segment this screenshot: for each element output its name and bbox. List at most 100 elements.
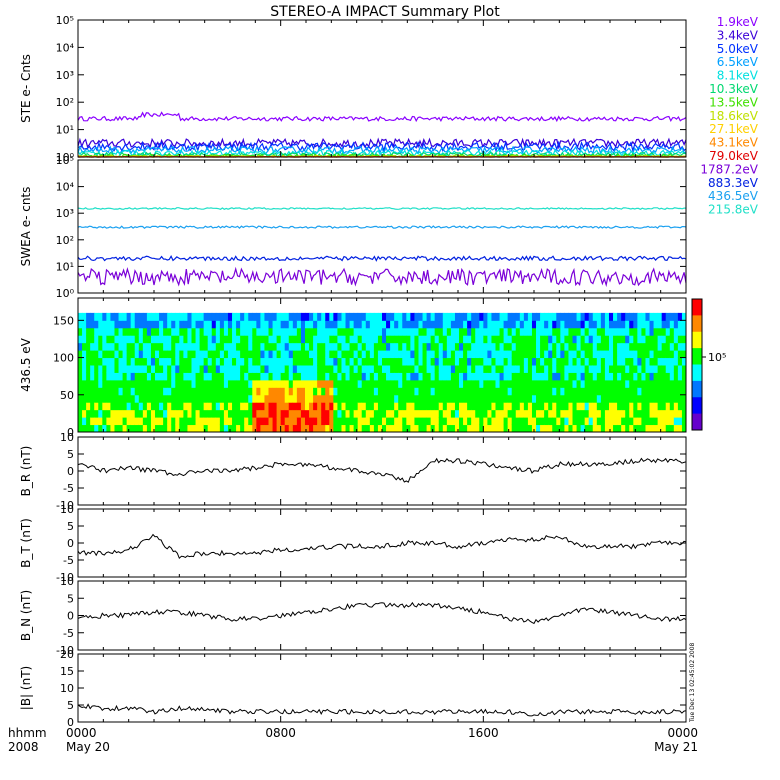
heatmap-cell <box>110 357 115 366</box>
heatmap-cell <box>527 335 533 344</box>
heatmap-cell <box>434 357 440 366</box>
heatmap-cell <box>369 320 375 329</box>
heatmap-cell <box>142 350 148 359</box>
heatmap-cell <box>171 394 176 403</box>
heatmap-cell <box>523 387 529 396</box>
heatmap-cell <box>665 372 671 381</box>
heatmap-cell <box>604 387 610 396</box>
heatmap-cell <box>531 424 537 433</box>
heatmap-cell <box>296 394 302 403</box>
heatmap-cell <box>552 350 557 359</box>
heatmap-cell <box>661 312 667 321</box>
heatmap-cell <box>661 335 667 344</box>
heatmap-cell <box>138 394 144 403</box>
heatmap-cell <box>223 342 229 351</box>
heatmap-cell <box>576 342 582 351</box>
heatmap-cell <box>90 327 95 336</box>
heatmap-cell <box>633 327 638 336</box>
heatmap-cell <box>232 320 237 329</box>
heatmap-cell <box>669 409 675 418</box>
heatmap-cell <box>629 387 634 396</box>
heatmap-cell <box>588 342 594 351</box>
time-tick-label: 0000 <box>66 726 97 740</box>
heatmap-cell <box>531 365 537 373</box>
heatmap-cell <box>487 350 492 359</box>
heatmap-cell <box>471 409 476 418</box>
heatmap-cell <box>114 424 120 433</box>
heatmap-cell <box>467 327 472 336</box>
heatmap-cell <box>211 312 217 321</box>
heatmap-cell <box>264 417 269 426</box>
heatmap-cell <box>90 424 95 433</box>
heatmap-cell <box>410 394 415 403</box>
heatmap-cell <box>398 335 403 344</box>
heatmap-cell <box>665 312 671 321</box>
heatmap-cell <box>146 327 152 336</box>
heatmap-cell <box>600 402 606 411</box>
heatmap-cell <box>572 342 578 351</box>
heatmap-cell <box>600 372 606 381</box>
heatmap-cell <box>357 342 363 351</box>
heatmap-cell <box>106 379 111 388</box>
heatmap-cell <box>333 424 338 433</box>
heatmap-cell <box>82 372 87 381</box>
heatmap-cell <box>446 402 452 411</box>
heatmap-cell <box>155 394 160 403</box>
heatmap-cell <box>199 394 205 403</box>
heatmap-cell <box>410 327 415 336</box>
heatmap-cell <box>438 335 444 344</box>
heatmap-cell <box>625 335 630 344</box>
heatmap-cell <box>240 424 245 433</box>
heatmap-cell <box>633 357 638 366</box>
heatmap-cell <box>637 424 642 433</box>
heatmap-cell <box>608 387 614 396</box>
heatmap-cell <box>309 387 314 396</box>
heatmap-cell <box>459 394 464 403</box>
heatmap-cell <box>398 365 403 373</box>
heatmap-cell <box>552 409 557 418</box>
heatmap-cell <box>495 387 501 396</box>
panel-frame-ste <box>77 19 687 158</box>
heatmap-cell <box>313 372 318 381</box>
heatmap-cell <box>296 372 302 381</box>
heatmap-cell <box>556 387 561 396</box>
heatmap-cell <box>369 372 375 381</box>
heatmap-cell <box>608 417 614 426</box>
heatmap-cell <box>483 424 488 433</box>
heatmap-cell <box>191 394 197 403</box>
heatmap-cell <box>426 402 432 411</box>
heatmap-cell <box>272 312 278 321</box>
heatmap-cell <box>621 312 626 321</box>
series-line-swea-0 <box>77 266 687 288</box>
heatmap-cell <box>625 379 630 388</box>
heatmap-cell <box>86 402 91 411</box>
heatmap-cell <box>471 365 476 373</box>
heatmap-cell <box>495 394 501 403</box>
heatmap-cell <box>114 350 120 359</box>
heatmap-cell <box>645 402 651 411</box>
heatmap-cell <box>179 357 184 366</box>
heatmap-cell <box>118 350 124 359</box>
heatmap-cell <box>677 320 683 329</box>
heatmap-cell <box>280 350 286 359</box>
heatmap-cell <box>179 312 184 321</box>
heatmap-cell <box>390 342 395 351</box>
heatmap-cell <box>227 402 233 411</box>
heatmap-cell <box>503 394 509 403</box>
heatmap-cell <box>361 320 367 329</box>
heatmap-cell <box>645 342 651 351</box>
heatmap-cell <box>106 409 111 418</box>
heatmap-cell <box>138 320 144 329</box>
heatmap-cell <box>142 335 148 344</box>
heatmap-cell <box>256 365 261 373</box>
heatmap-cell <box>625 342 630 351</box>
heatmap-cell <box>515 320 521 329</box>
heatmap-cell <box>503 387 509 396</box>
heatmap-cell <box>442 357 448 366</box>
panel-frame-bn <box>77 580 687 651</box>
heatmap-cell <box>142 387 148 396</box>
heatmap-cell <box>223 379 229 388</box>
heatmap-cell <box>373 409 379 418</box>
heatmap-cell <box>349 417 355 426</box>
heatmap-cell <box>495 379 501 388</box>
